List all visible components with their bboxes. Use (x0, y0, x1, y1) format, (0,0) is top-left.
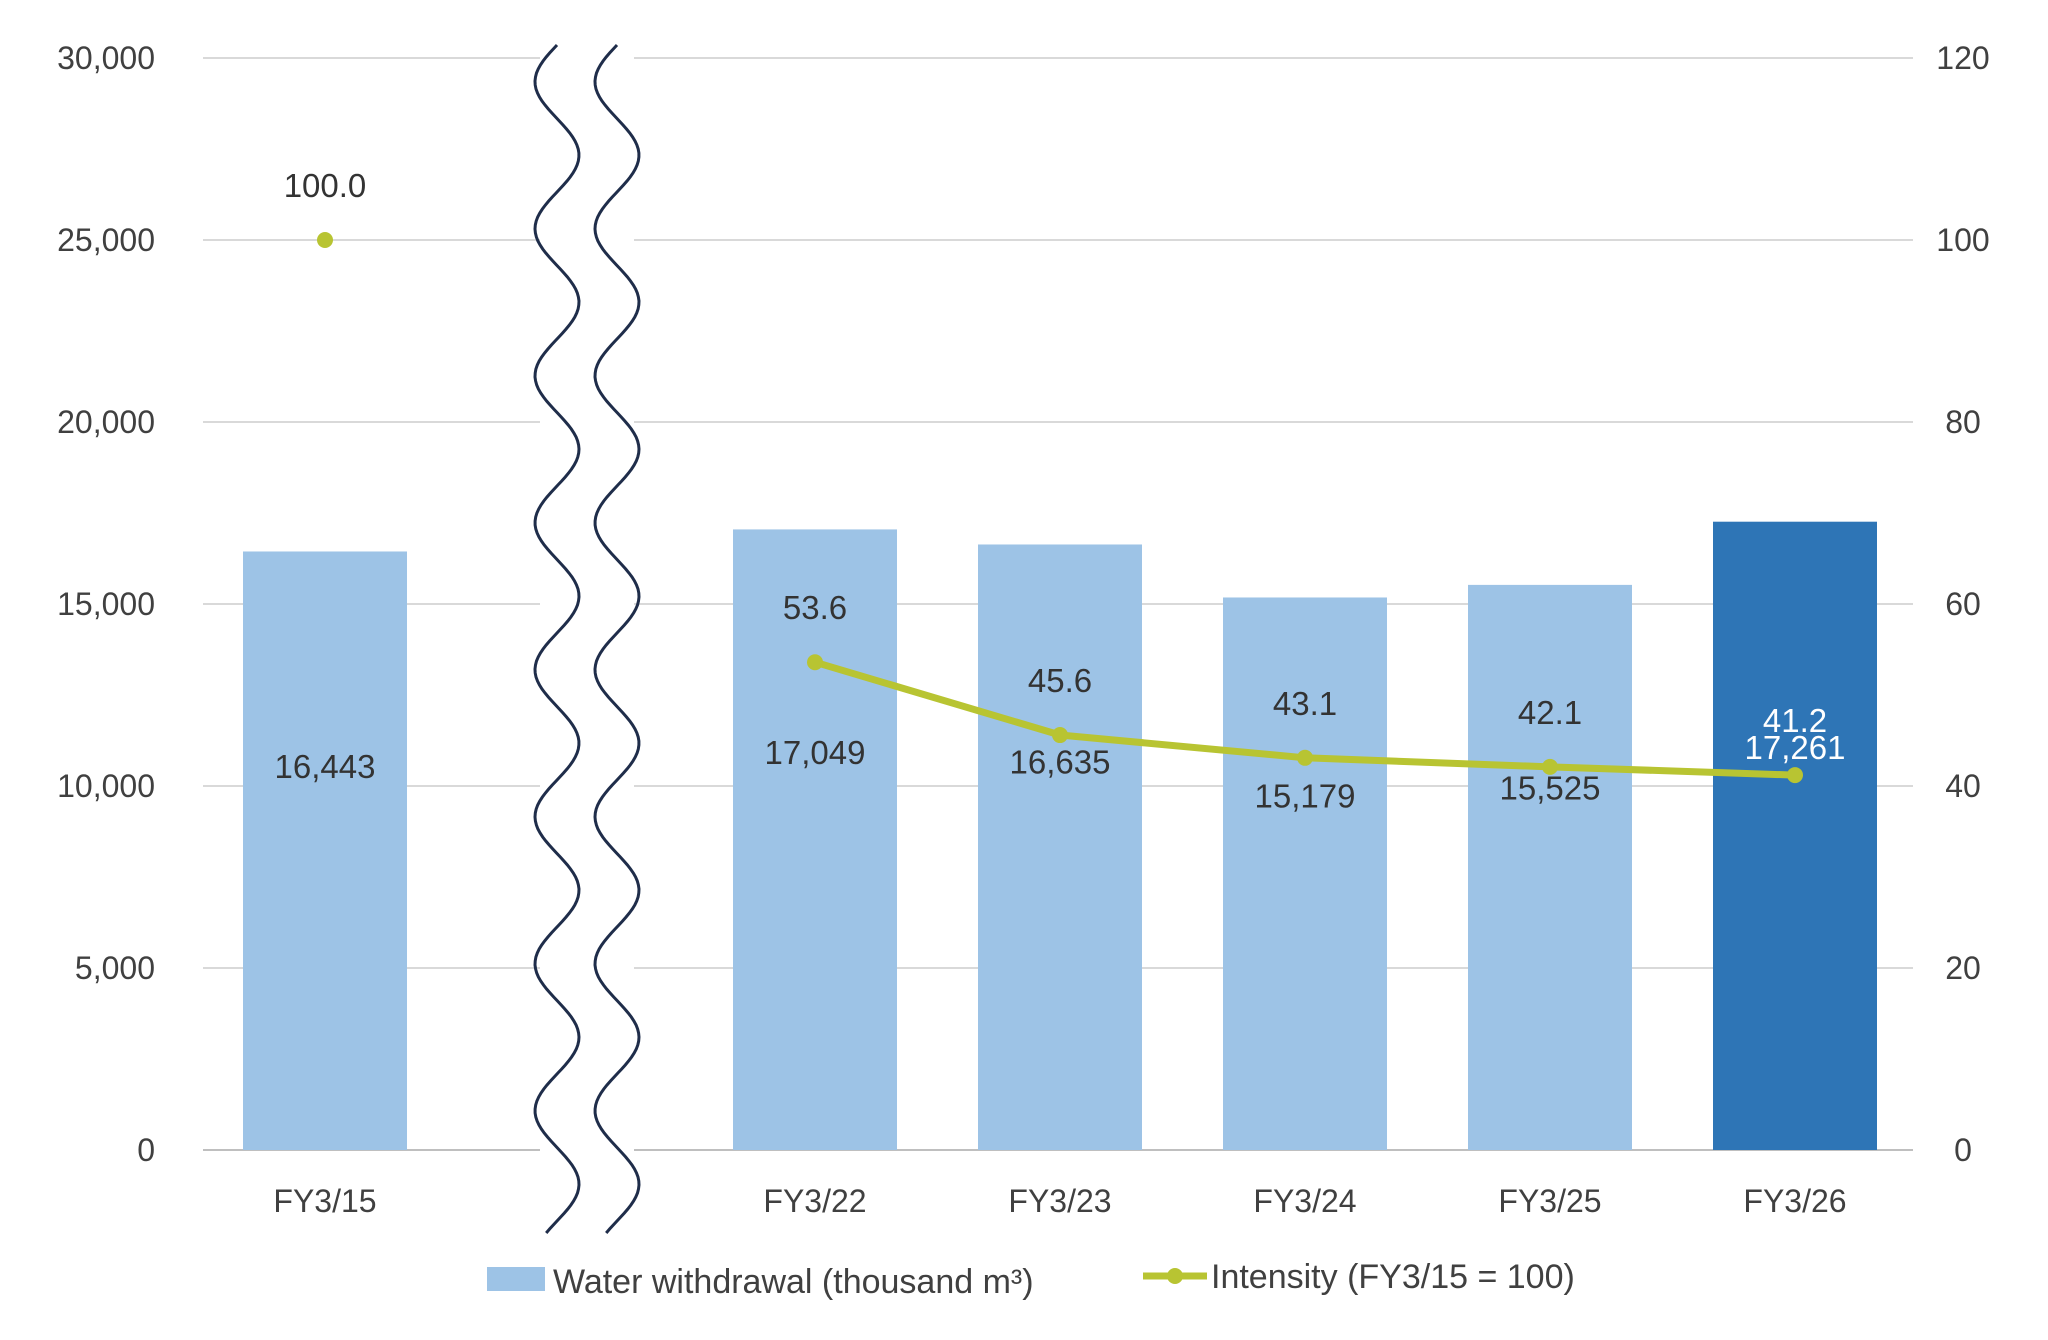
left-tick-label: 25,000 (57, 222, 155, 258)
bar-value-label: 16,443 (275, 748, 376, 785)
category-label: FY3/23 (1008, 1183, 1111, 1219)
intensity-point (1297, 749, 1313, 766)
bar (733, 529, 897, 1150)
bar-value-label: 17,049 (765, 734, 866, 771)
bar-value-label: 16,635 (1010, 743, 1111, 780)
left-tick-label: 15,000 (57, 586, 155, 622)
bar (978, 544, 1142, 1150)
legend-bar-label: Water withdrawal (thousand m³) (553, 1263, 1034, 1301)
intensity-value-label: 45.6 (1028, 662, 1092, 699)
right-tick-label: 100 (1936, 222, 1989, 258)
category-labels: FY3/15 FY3/22 FY3/23 FY3/24 FY3/25 FY3/26 (273, 1183, 1846, 1219)
left-tick-label: 20,000 (57, 404, 155, 440)
legend: Water withdrawal (thousand m³) Intensity… (487, 1258, 1575, 1301)
category-label: FY3/24 (1253, 1183, 1356, 1219)
legend-line-marker (1167, 1268, 1183, 1284)
bar-value-label: 17,261 (1745, 729, 1846, 766)
intensity-value-label: 43.1 (1273, 685, 1337, 722)
bar (1713, 521, 1877, 1150)
data-labels: 16,443 17,049 16,635 15,179 15,525 17,261 100.… (275, 167, 1846, 814)
category-label: FY3/25 (1498, 1183, 1601, 1219)
legend-line-label: Intensity (FY3/15 = 100) (1211, 1258, 1575, 1296)
right-tick-label: 20 (1945, 950, 1981, 986)
bars (243, 521, 1877, 1150)
bar-value-label: 15,525 (1500, 769, 1601, 806)
right-tick-label: 80 (1945, 404, 1981, 440)
left-tick-label: 30,000 (57, 40, 155, 76)
intensity-value-label: 53.6 (783, 589, 847, 626)
axis-break-mask (540, 40, 634, 1240)
left-tick-label: 0 (137, 1132, 155, 1168)
right-axis-ticks: 0 20 40 60 80 100 120 (1936, 40, 1989, 1168)
intensity-point (1542, 758, 1558, 775)
intensity-point (317, 232, 333, 248)
intensity-point (1052, 727, 1068, 744)
bar-value-label: 15,179 (1255, 777, 1356, 814)
legend-bar-swatch (487, 1267, 545, 1291)
axis-break (533, 40, 641, 1240)
intensity-value-label: 100.0 (284, 167, 367, 204)
category-label: FY3/22 (763, 1183, 866, 1219)
bar (243, 551, 407, 1150)
right-tick-label: 40 (1945, 768, 1981, 804)
right-tick-label: 120 (1936, 40, 1989, 76)
bar (1223, 597, 1387, 1150)
intensity-value-label: 42.1 (1518, 694, 1582, 731)
intensity-line (317, 232, 1803, 784)
intensity-value-label: 41.2 (1763, 702, 1827, 739)
right-tick-label: 0 (1954, 1132, 1972, 1168)
right-tick-label: 60 (1945, 586, 1981, 622)
axis-break-line (533, 43, 581, 1234)
left-axis-ticks: 0 5,000 10,000 15,000 20,000 25,000 30,000 (57, 40, 155, 1168)
left-tick-label: 5,000 (75, 950, 155, 986)
category-label: FY3/26 (1743, 1183, 1846, 1219)
intensity-point (807, 654, 823, 671)
left-tick-label: 10,000 (57, 768, 155, 804)
category-label: FY3/15 (273, 1183, 376, 1219)
bar (1468, 584, 1632, 1150)
intensity-point (1787, 767, 1803, 784)
axis-break-line (593, 43, 641, 1234)
